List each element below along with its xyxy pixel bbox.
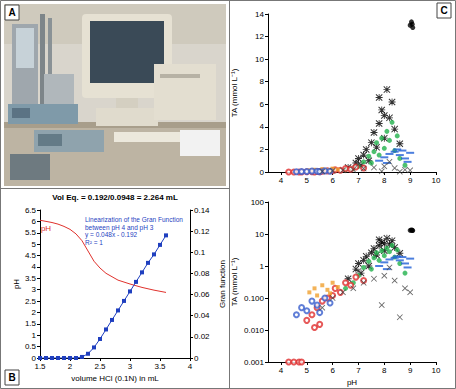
svg-text:0: 0 xyxy=(194,354,199,363)
svg-text:2: 2 xyxy=(68,362,73,371)
svg-text:0.06: 0.06 xyxy=(194,290,210,299)
svg-text:10: 10 xyxy=(432,176,441,185)
svg-text:4: 4 xyxy=(188,362,193,371)
svg-text:10: 10 xyxy=(432,366,441,375)
svg-text:0.14: 0.14 xyxy=(194,206,210,215)
svg-text:7: 7 xyxy=(356,176,361,185)
svg-text:3.5: 3.5 xyxy=(25,274,37,283)
svg-text:pH: pH xyxy=(12,279,21,289)
svg-text:12: 12 xyxy=(255,32,264,41)
svg-text:TA (mmol L⁻¹): TA (mmol L⁻¹) xyxy=(230,68,239,117)
svg-text:100: 100 xyxy=(251,198,265,207)
svg-text:5: 5 xyxy=(305,176,310,185)
svg-text:9: 9 xyxy=(408,366,413,375)
svg-text:2.5: 2.5 xyxy=(25,297,37,306)
svg-text:6: 6 xyxy=(32,217,37,226)
svg-text:pH: pH xyxy=(41,224,51,233)
svg-text:0.1: 0.1 xyxy=(194,248,206,257)
svg-text:1: 1 xyxy=(32,331,37,340)
svg-text:6: 6 xyxy=(330,176,335,185)
svg-text:14: 14 xyxy=(255,10,264,19)
svg-text:0.100: 0.100 xyxy=(244,294,265,303)
svg-text:0.04: 0.04 xyxy=(194,311,210,320)
svg-text:2: 2 xyxy=(260,145,265,154)
svg-text:0: 0 xyxy=(31,353,36,363)
svg-text:volume HCl (0.1N) in mL: volume HCl (0.1N) in mL xyxy=(71,374,159,383)
svg-text:0.12: 0.12 xyxy=(194,227,210,236)
svg-text:7: 7 xyxy=(356,366,361,375)
svg-text:9: 9 xyxy=(408,176,413,185)
svg-text:between pH 4 and pH 3: between pH 4 and pH 3 xyxy=(85,223,154,231)
svg-text:8: 8 xyxy=(382,176,387,185)
svg-text:TA (mmol L⁻¹): TA (mmol L⁻¹) xyxy=(230,257,239,306)
svg-text:4: 4 xyxy=(279,176,284,185)
svg-text:0.02: 0.02 xyxy=(194,332,210,341)
svg-text:y = 0.048x - 0.192: y = 0.048x - 0.192 xyxy=(85,231,138,238)
svg-text:4: 4 xyxy=(260,122,265,131)
svg-text:0.001: 0.001 xyxy=(244,358,265,367)
svg-text:1: 1 xyxy=(260,262,265,271)
svg-text:10: 10 xyxy=(255,230,264,239)
svg-text:C: C xyxy=(440,5,447,16)
svg-text:4: 4 xyxy=(32,262,37,271)
svg-text:6.5: 6.5 xyxy=(25,206,37,215)
svg-text:1.5: 1.5 xyxy=(25,319,37,328)
svg-text:Vol Eq. = 0.192/0.0948 = 2.264: Vol Eq. = 0.192/0.0948 = 2.264 mL xyxy=(52,193,178,202)
svg-text:4.5: 4.5 xyxy=(25,251,37,260)
svg-text:Gran function: Gran function xyxy=(218,260,227,308)
svg-text:1.5: 1.5 xyxy=(34,362,46,371)
svg-text:5.5: 5.5 xyxy=(25,228,37,237)
svg-text:0.5: 0.5 xyxy=(25,342,37,351)
svg-text:4: 4 xyxy=(279,366,284,375)
svg-text:3: 3 xyxy=(128,362,133,371)
svg-text:R² = 1: R² = 1 xyxy=(85,239,103,246)
svg-text:8: 8 xyxy=(260,77,265,86)
svg-text:A: A xyxy=(8,7,15,18)
svg-text:pH: pH xyxy=(347,378,357,387)
svg-text:2.5: 2.5 xyxy=(94,362,106,371)
svg-text:2: 2 xyxy=(32,308,37,317)
svg-text:Linearization of the Gran Func: Linearization of the Gran Function xyxy=(85,216,183,223)
svg-text:5: 5 xyxy=(32,240,37,249)
svg-text:0: 0 xyxy=(260,168,265,177)
svg-text:0.010: 0.010 xyxy=(244,326,265,335)
svg-text:6: 6 xyxy=(260,100,265,109)
svg-text:6: 6 xyxy=(330,366,335,375)
svg-text:8: 8 xyxy=(382,366,387,375)
svg-text:3: 3 xyxy=(32,285,37,294)
svg-text:B: B xyxy=(8,372,15,383)
svg-text:5: 5 xyxy=(305,366,310,375)
svg-text:10: 10 xyxy=(255,55,264,64)
svg-text:0.08: 0.08 xyxy=(194,269,210,278)
svg-text:3.5: 3.5 xyxy=(154,362,166,371)
